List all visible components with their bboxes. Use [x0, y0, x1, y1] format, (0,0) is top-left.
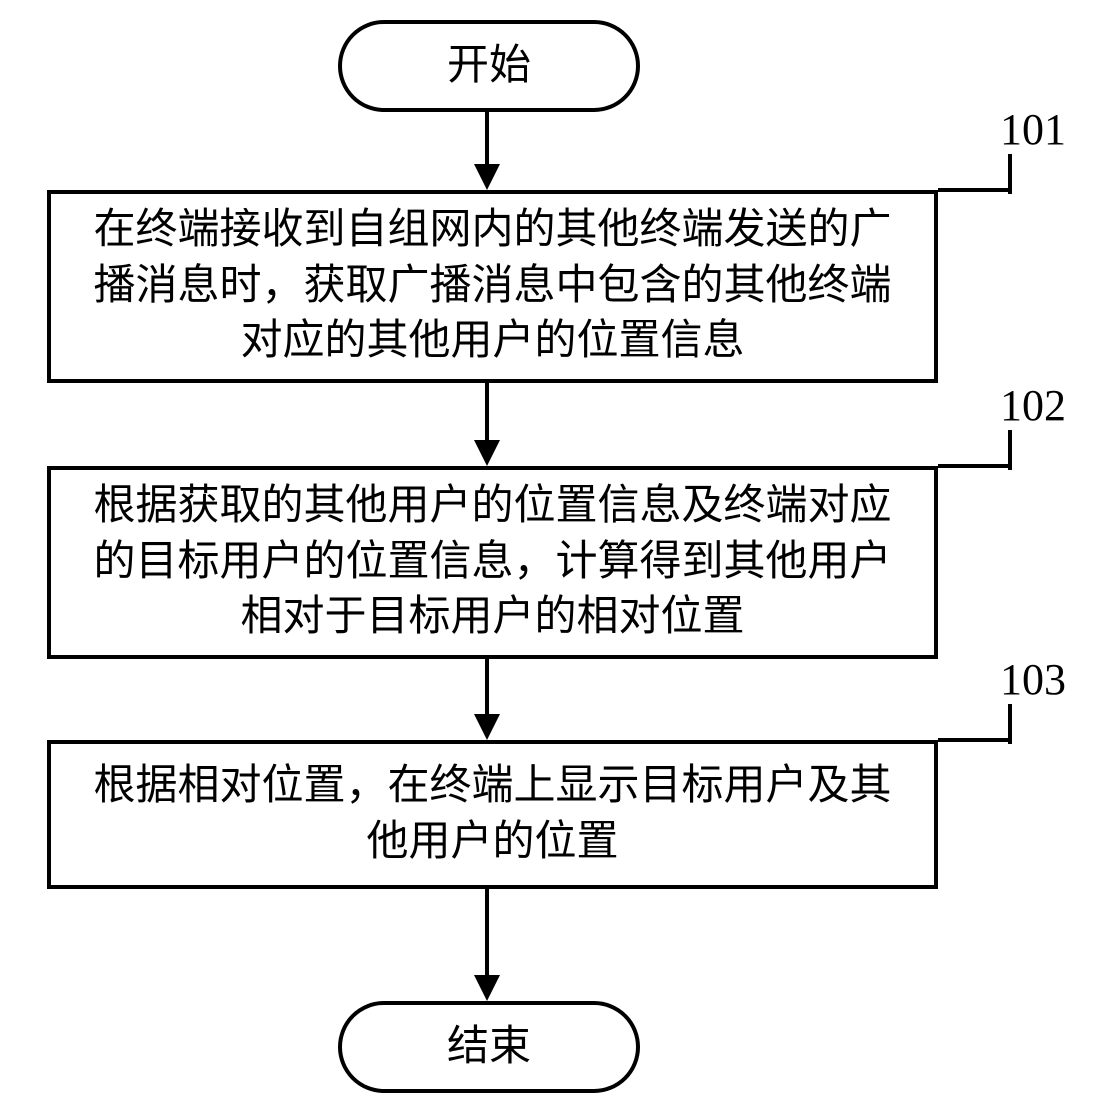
- arrow-head-icon: [474, 440, 500, 466]
- process-step-103: 根据相对位置，在终端上显示目标用户及其他用户的位置: [47, 740, 938, 889]
- arrow-head-icon: [474, 164, 500, 190]
- step-number-label: 101: [1000, 108, 1066, 152]
- callout-connector: [1008, 704, 1012, 744]
- end-terminator: 结束: [338, 1001, 640, 1093]
- step-number-label: 102: [1000, 384, 1066, 428]
- arrow-line: [485, 659, 489, 716]
- arrow-line: [485, 112, 489, 166]
- process-step-103-text: 根据相对位置，在终端上显示目标用户及其他用户的位置: [79, 759, 906, 870]
- process-step-102-text: 根据获取的其他用户的位置信息及终端对应的目标用户的位置信息，计算得到其他用户相对…: [79, 479, 906, 645]
- callout-connector: [938, 738, 1012, 742]
- callout-connector: [1008, 154, 1012, 194]
- callout-connector: [938, 188, 1012, 192]
- end-label: 结束: [447, 1026, 531, 1068]
- process-step-101: 在终端接收到自组网内的其他终端发送的广播消息时，获取广播消息中包含的其他终端对应…: [47, 190, 938, 383]
- arrow-head-icon: [474, 714, 500, 740]
- start-label: 开始: [447, 45, 531, 87]
- start-terminator: 开始: [338, 20, 640, 112]
- step-number-label: 103: [1000, 658, 1066, 702]
- arrow-head-icon: [474, 975, 500, 1001]
- process-step-101-text: 在终端接收到自组网内的其他终端发送的广播消息时，获取广播消息中包含的其他终端对应…: [79, 203, 906, 369]
- callout-connector: [1008, 430, 1012, 470]
- flowchart-canvas: 开始 在终端接收到自组网内的其他终端发送的广播消息时，获取广播消息中包含的其他终…: [0, 0, 1116, 1109]
- callout-connector: [938, 464, 1012, 468]
- process-step-102: 根据获取的其他用户的位置信息及终端对应的目标用户的位置信息，计算得到其他用户相对…: [47, 466, 938, 659]
- arrow-line: [485, 889, 489, 977]
- arrow-line: [485, 383, 489, 442]
